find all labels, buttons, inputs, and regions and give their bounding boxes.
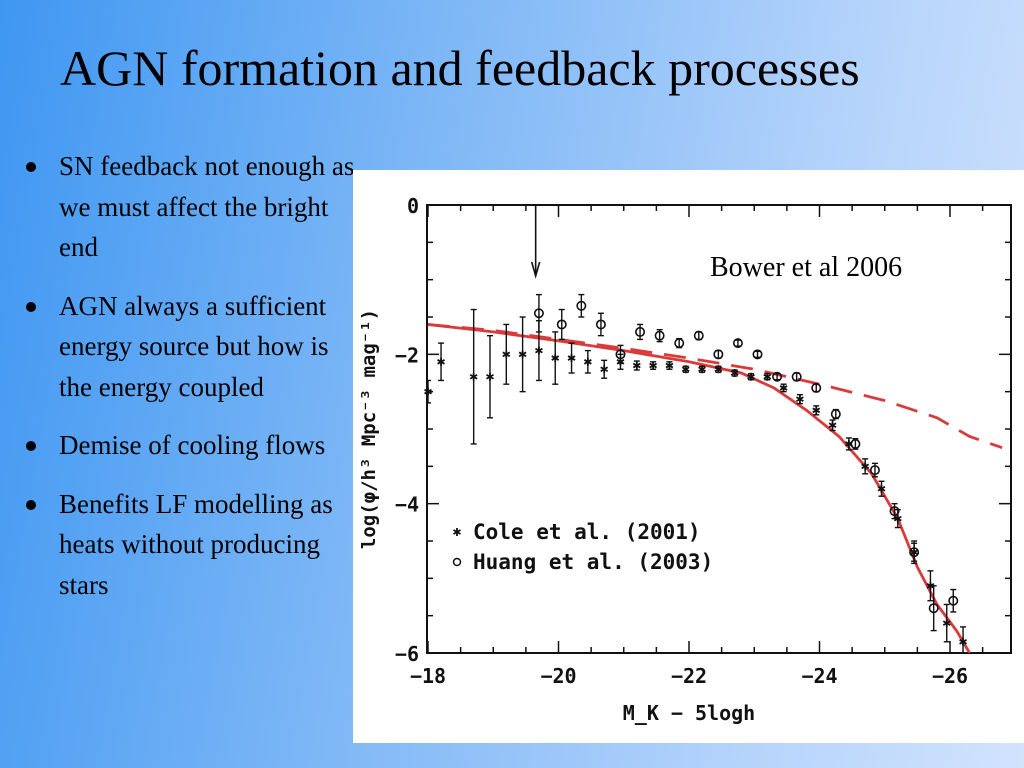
huang-data-point	[791, 371, 802, 382]
huang-data-point	[556, 319, 567, 330]
legend-label: Huang et al. (2003)	[473, 550, 713, 574]
huang-data-point	[732, 338, 743, 349]
bullet-dot-icon	[26, 441, 36, 451]
huang-data-point	[693, 330, 704, 341]
cole-data-point	[583, 357, 592, 366]
bullet-text: Benefits LF modelling as heats without p…	[59, 488, 333, 600]
huang-data-point	[713, 349, 724, 360]
cole-data-point	[698, 365, 706, 374]
huang-data-point	[772, 371, 783, 382]
luminosity-function-chart: −18 −20 −22 −24 −26 0 −2 −4 −6 M_K − 5logh log(φ/h…	[358, 194, 1012, 725]
cole-data-point	[551, 354, 560, 363]
bullet-list: SN feedback not enough as we must affect…	[22, 146, 357, 623]
huang-data-point	[889, 506, 900, 517]
cole-data-point	[486, 372, 494, 381]
y-tick-label: −2	[395, 343, 419, 367]
cole-data-point	[424, 387, 432, 396]
huang-data-point	[830, 409, 841, 420]
huang-data-point	[869, 465, 880, 476]
huang-data-point	[909, 547, 920, 558]
x-tick-label: −20	[540, 664, 576, 688]
y-tick-label: −6	[395, 642, 419, 666]
citation-label: Bower et al 2006	[710, 252, 903, 283]
cole-data-point	[893, 514, 902, 523]
cole-data-point	[681, 365, 690, 374]
x-tick-label: −18	[410, 664, 446, 688]
bullet-text: Demise of cooling flows	[59, 430, 326, 460]
legend-marker-asterisk	[453, 528, 461, 536]
cole-data-point	[567, 354, 576, 363]
legend-marker-circle	[452, 557, 462, 567]
bullet-item: Benefits LF modelling as heats without p…	[22, 484, 357, 606]
bullet-text: AGN always a sufficient energy source bu…	[59, 290, 329, 402]
huang-data-point	[635, 326, 646, 337]
huang-data-point	[533, 308, 544, 319]
cole-data-point	[812, 406, 821, 415]
cole-data-point	[502, 350, 511, 359]
y-tick-label: 0	[407, 194, 419, 218]
huang-data-point	[752, 349, 763, 360]
x-tick-label: −22	[671, 664, 707, 688]
huang-data-point	[928, 603, 939, 614]
huang-data-point	[811, 382, 822, 393]
bullet-dot-icon	[26, 301, 36, 312]
x-tick-label: −26	[932, 664, 968, 688]
cole-data-point	[877, 484, 886, 493]
bullet-item: SN feedback not enough as we must affect…	[22, 146, 357, 268]
huang-data-point	[850, 438, 861, 449]
cole-data-point	[942, 619, 951, 628]
y-axis-label: log(φ/h³ Mpc⁻³ mag⁻¹)	[358, 309, 380, 549]
cole-data-point	[714, 365, 723, 374]
cole-data-point	[747, 372, 755, 381]
model-curve-solid	[427, 323, 971, 653]
huang-data-point	[674, 338, 685, 349]
huang-data-point	[615, 349, 626, 360]
cole-data-point	[437, 357, 445, 366]
cole-data-point	[665, 361, 674, 370]
cole-data-point	[730, 369, 739, 377]
cole-data-point	[779, 383, 788, 392]
cole-data-point	[861, 462, 870, 471]
bullet-text: SN feedback not enough as we must affect…	[59, 151, 355, 262]
cole-data-point	[649, 361, 658, 370]
cole-data-point	[518, 350, 527, 359]
cole-data-point	[926, 581, 935, 590]
cole-data-point	[828, 421, 837, 430]
huang-data-point	[576, 300, 587, 311]
cole-data-point	[534, 346, 543, 355]
bullet-dot-icon	[26, 162, 36, 172]
cole-data-point	[600, 365, 609, 374]
cole-data-point	[469, 372, 478, 381]
x-tick-label: −24	[801, 664, 837, 688]
legend-label: Cole et al. (2001)	[473, 520, 701, 544]
cole-data-point	[763, 372, 772, 381]
arrow-annotation-head	[530, 261, 541, 279]
cole-data-point	[632, 361, 641, 370]
x-axis-label: M_K − 5logh	[623, 701, 755, 725]
luminosity-function-figure: −18 −20 −22 −24 −26 0 −2 −4 −6 M_K − 5logh log(φ/h…	[353, 170, 1024, 743]
bullet-item: Demise of cooling flows	[22, 425, 357, 466]
y-tick-label: −4	[395, 493, 419, 517]
slide-title: AGN formation and feedback processes	[60, 40, 860, 96]
model-curve-dashed	[427, 323, 1003, 450]
bullet-item: AGN always a sufficient energy source bu…	[22, 286, 357, 408]
huang-data-point	[654, 330, 665, 341]
huang-data-point	[948, 595, 959, 606]
cole-data-point	[795, 395, 804, 404]
cole-data-point	[959, 637, 967, 646]
bullet-dot-icon	[26, 499, 36, 510]
huang-data-point	[595, 319, 606, 330]
